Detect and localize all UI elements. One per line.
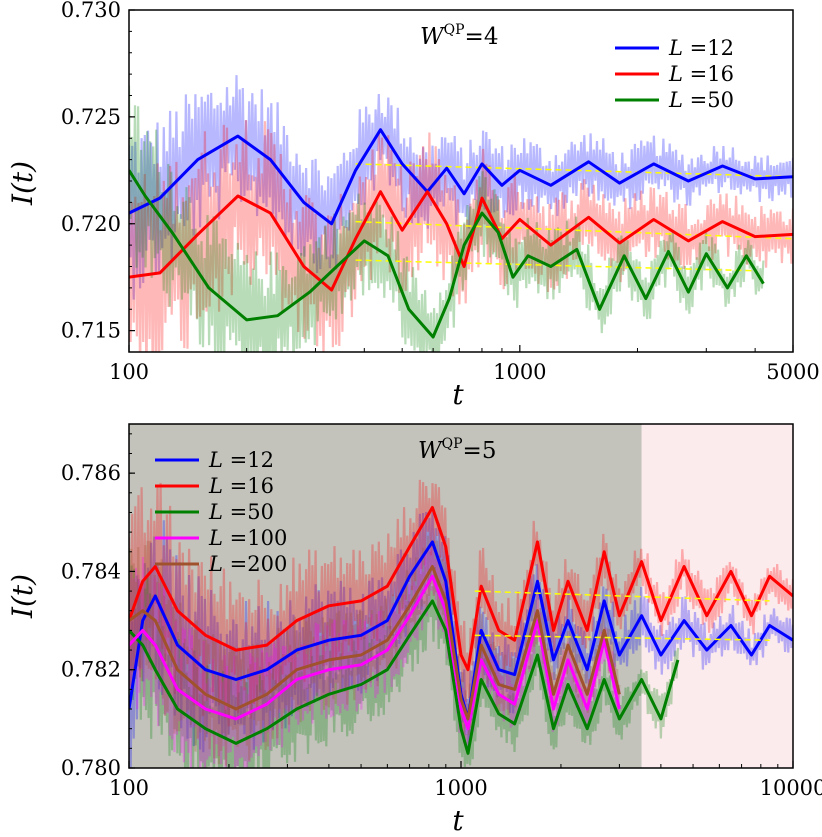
bottom-panel-x-axis-label: t — [452, 804, 464, 837]
series-line-2 — [129, 169, 765, 339]
x-tick-label: 100 — [109, 776, 149, 800]
series-line-0 — [129, 128, 793, 226]
x-tick-label: 1000 — [434, 776, 487, 800]
noise-band-1 — [129, 479, 793, 727]
fit-line-0 — [355, 163, 793, 178]
y-tick-label: 0.782 — [61, 658, 121, 682]
series-line-1 — [129, 190, 793, 292]
top-panel-noise-bands — [129, 75, 793, 352]
legend-label: L =16 — [668, 62, 734, 86]
legend-label: L =50 — [208, 500, 274, 524]
x-tick-label: 5000 — [766, 360, 819, 384]
bottom-panel: 0.780 0.782 0.784 0.786 100 1000 10000 WQP=5 t… — [6, 423, 822, 837]
top-panel-legend: L =12L =16L =50 — [615, 36, 734, 112]
fit-line-1 — [474, 634, 770, 641]
top-panel-title: WQP=4 — [420, 22, 498, 50]
top-panel-x-axis-label: t — [452, 378, 464, 411]
top-panel-y-axis-label: I(t) — [6, 161, 39, 206]
series-line-1 — [129, 506, 793, 672]
y-tick-label: 0.784 — [61, 559, 121, 583]
top-panel-ticks: 0.715 0.720 0.725 0.730 100 1000 5000 — [61, 0, 820, 384]
legend-label: L =12 — [208, 448, 274, 472]
fit-line-0 — [474, 590, 770, 602]
y-tick-label: 0.720 — [61, 212, 121, 236]
bottom-panel-series — [129, 506, 793, 755]
noise-band-1 — [129, 119, 793, 352]
legend-label: L =200 — [208, 552, 287, 576]
x-tick-label: 10000 — [760, 776, 822, 800]
bottom-panel-ticks: 0.780 0.782 0.784 0.786 100 1000 10000 — [61, 433, 822, 800]
legend-label: L =100 — [208, 526, 287, 550]
series-line-3 — [129, 574, 621, 731]
noise-band-2 — [129, 85, 765, 352]
x-tick-label: 1000 — [493, 360, 546, 384]
series-line-4 — [129, 565, 621, 721]
fit-line-1 — [355, 220, 793, 240]
fit-line-2 — [355, 259, 756, 272]
y-tick-label: 0.780 — [61, 756, 121, 780]
x-tick-label: 100 — [109, 360, 149, 384]
legend-label: L =50 — [668, 88, 734, 112]
top-panel-series — [129, 128, 793, 339]
y-tick-label: 0.786 — [61, 461, 121, 485]
bottom-panel-title: WQP=5 — [418, 436, 496, 464]
top-panel-fit-lines — [355, 163, 793, 272]
y-tick-label: 0.715 — [61, 319, 121, 343]
bottom-panel-y-axis-label: I(t) — [6, 574, 39, 619]
noise-band-0 — [129, 75, 793, 300]
legend-label: L =16 — [208, 474, 274, 498]
legend-label: L =12 — [668, 36, 734, 60]
series-line-2 — [129, 599, 680, 755]
y-tick-label: 0.730 — [61, 0, 121, 22]
bottom-panel-fit-lines — [474, 590, 770, 641]
series-line-0 — [129, 540, 793, 721]
y-tick-label: 0.725 — [61, 105, 121, 129]
noise-band-3 — [129, 543, 621, 768]
